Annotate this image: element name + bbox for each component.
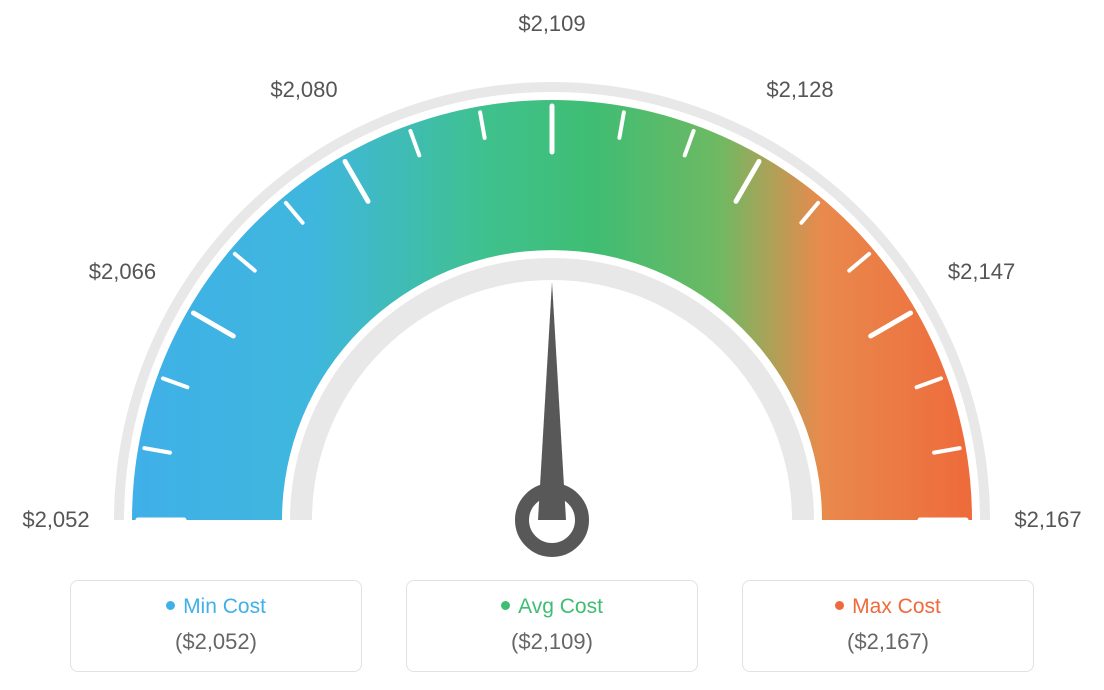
legend-avg-label: Avg Cost xyxy=(518,595,603,618)
dot-icon xyxy=(835,601,844,610)
gauge-svg xyxy=(52,20,1052,580)
gauge-tick-label: $2,167 xyxy=(1014,507,1081,533)
dot-icon xyxy=(501,601,510,610)
dot-icon xyxy=(166,601,175,610)
legend-min-value: ($2,052) xyxy=(71,629,361,655)
chart-container: $2,052 $2,066 $2,080 $2,109 $2,128 $2,147 $2,1… xyxy=(0,0,1104,690)
gauge-tick-label: $2,147 xyxy=(948,259,1015,285)
legend-max-label: Max Cost xyxy=(852,595,941,618)
legend-card-avg: Avg Cost ($2,109) xyxy=(406,580,698,672)
legend-min-title: Min Cost xyxy=(71,595,361,619)
legend-row: Min Cost ($2,052) Avg Cost ($2,109) Max … xyxy=(70,580,1034,672)
gauge: $2,052$2,066$2,080$2,109$2,128$2,147$2,1… xyxy=(52,20,1052,580)
legend-max-value: ($2,167) xyxy=(743,629,1033,655)
legend-avg-value: ($2,109) xyxy=(407,629,697,655)
gauge-tick-label: $2,109 xyxy=(518,11,585,37)
legend-avg-title: Avg Cost xyxy=(407,595,697,619)
gauge-tick-label: $2,128 xyxy=(766,77,833,103)
legend-card-max: Max Cost ($2,167) xyxy=(742,580,1034,672)
legend-max-title: Max Cost xyxy=(743,595,1033,619)
gauge-tick-label: $2,052 xyxy=(22,507,89,533)
gauge-tick-label: $2,080 xyxy=(270,77,337,103)
gauge-tick-label: $2,066 xyxy=(89,259,156,285)
legend-min-label: Min Cost xyxy=(183,595,266,618)
legend-card-min: Min Cost ($2,052) xyxy=(70,580,362,672)
